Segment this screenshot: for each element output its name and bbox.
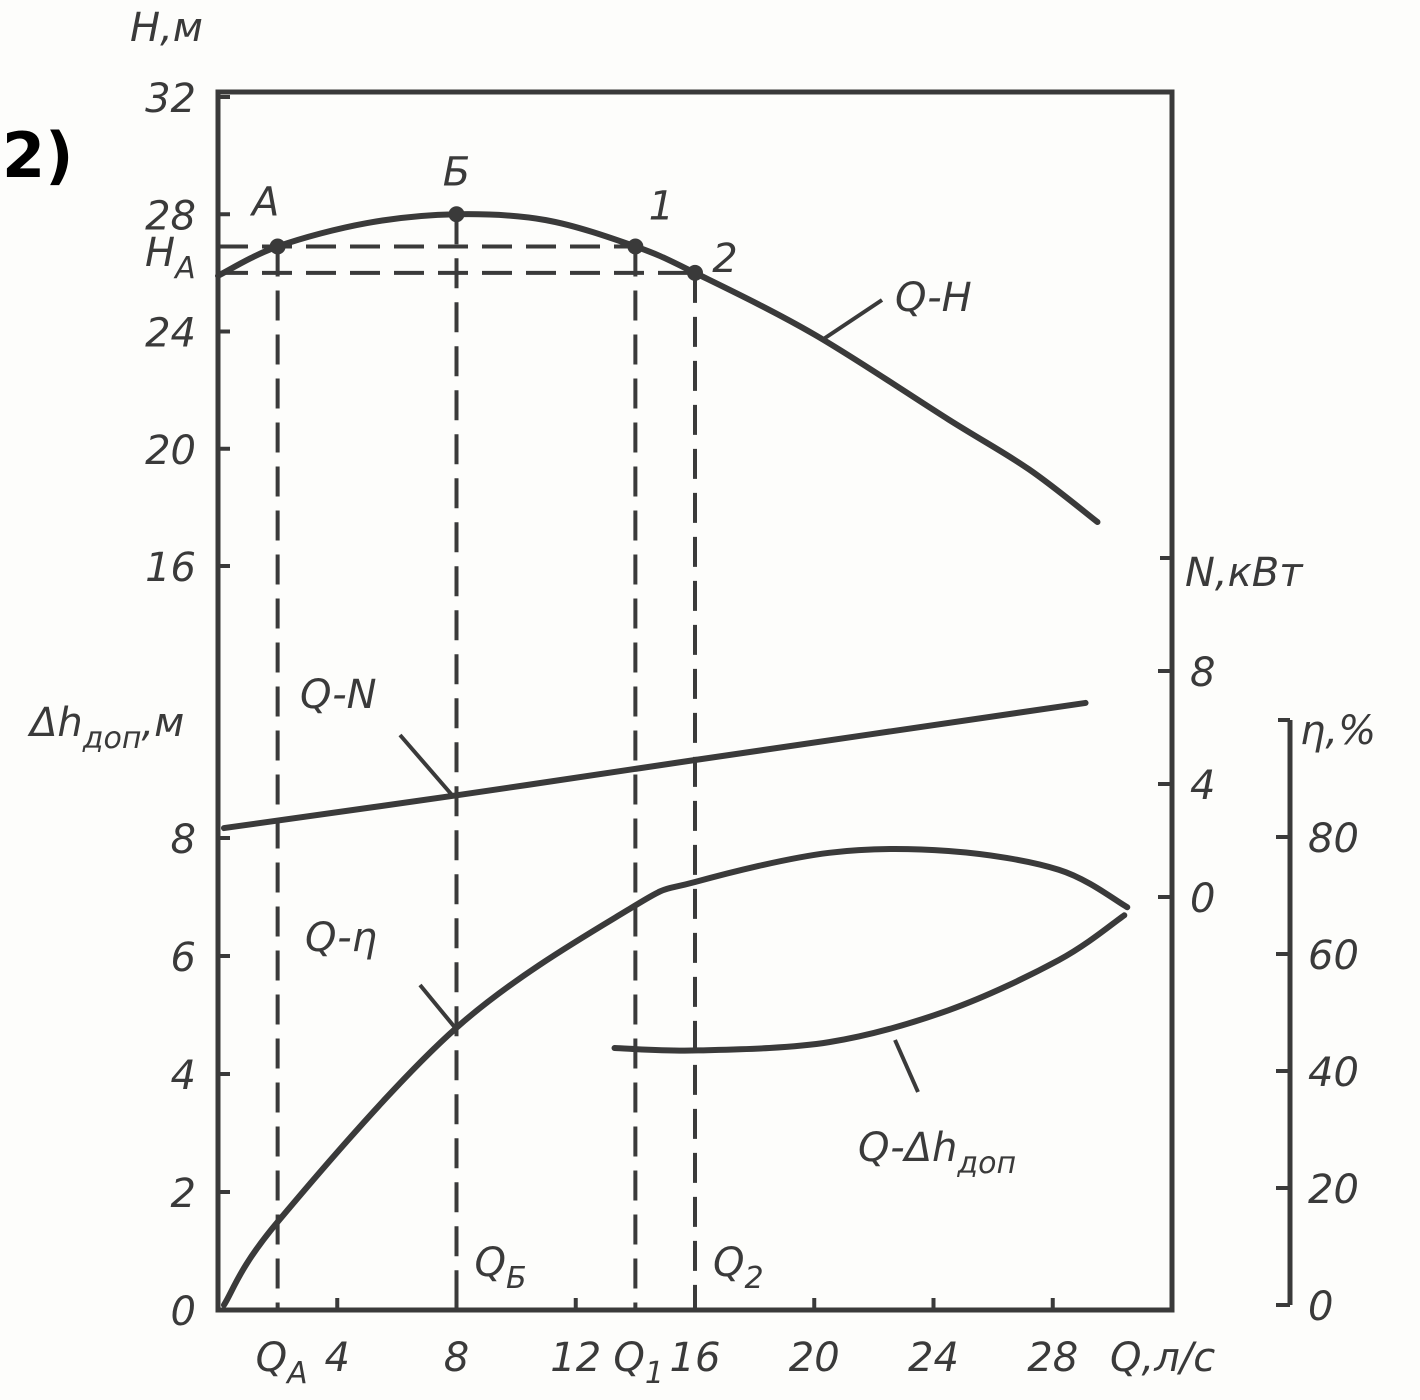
y-tick-label: 8 [171,817,196,863]
series-label-part: Q-η [305,915,377,961]
y-tick-label: 60 [1308,933,1359,979]
h-label-part: A [173,251,196,286]
point-label: A [249,179,279,225]
q-label-part: 1 [645,1356,664,1391]
series-label-part: Q-H [895,275,972,321]
q-label: Q2 [713,1240,764,1296]
q-label-part: Q [475,1240,506,1286]
point-label: 2 [712,236,737,282]
y-tick-label: 4 [171,1053,196,1099]
q-label: QБ [475,1240,527,1296]
q-label-part: A [285,1356,308,1391]
q-label: QA [256,1335,308,1391]
y-axis-label-part: Δh [27,700,83,746]
series-line [220,699,1089,832]
y-tick-label: 20 [145,428,196,474]
y-tick-label: 24 [145,311,196,357]
series-label-part: Q-N [300,672,377,718]
panel-label: 2) [2,119,73,192]
y-axis-label-part: H,м [130,5,203,51]
x-axis-label-part: Q,л/с [1110,1335,1215,1381]
series-label-part: Q-Δh [858,1125,957,1171]
series-label-part: доп [956,1146,1016,1181]
point-label: Б [443,149,470,195]
q-label-part: Q [713,1240,744,1286]
y-axis-label: η,% [1300,708,1376,754]
y-axis-label-part: доп [82,721,142,756]
point-label: 1 [649,183,674,229]
y-axis-label: N,кВт [1185,550,1304,596]
series-label: Q-η [305,915,377,961]
series-line [220,845,1131,1308]
y-tick-label: 8 [1190,650,1215,696]
y-tick-label: 0 [1190,876,1215,922]
leader-line [820,298,884,342]
y-tick-label: 2 [171,1171,196,1217]
y-tick-label: 4 [1190,763,1215,809]
y-axis-label: Δhдоп,м [27,700,184,756]
q-label-part: Q [613,1335,644,1381]
x-tick-label: 20 [789,1335,840,1381]
y-tick-label: 32 [145,76,196,122]
leader-line [398,733,454,797]
h-label: HA [145,230,196,286]
y-tick-label: 6 [171,935,196,981]
h-label-part: H [145,230,175,276]
y-axis-label: H,м [130,5,203,51]
y-tick-label: 28 [145,193,196,239]
y-axis-label-part: ,м [141,700,184,746]
y-tick-label: 0 [171,1289,196,1335]
y-axis-label-part: η,% [1300,708,1376,754]
x-tick-label: 12 [550,1335,601,1381]
y-tick-label: 80 [1308,816,1359,862]
y-tick-label: 20 [1308,1167,1359,1213]
y-axis-label-part: N,кВт [1185,550,1304,596]
x-tick-label: 24 [908,1335,959,1381]
x-tick-label: 16 [670,1335,721,1381]
series-line [215,211,1101,526]
leader-line [418,983,459,1032]
x-tick-label: 8 [444,1335,469,1381]
series-label: Q-N [300,672,377,718]
y-tick-label: 40 [1308,1050,1359,1096]
x-tick-label: 4 [325,1335,350,1381]
leader-line [893,1039,920,1093]
q-label-part: Q [256,1335,287,1381]
q-label-part: 2 [744,1261,763,1296]
q-label-part: Б [506,1261,527,1296]
series-label: Q-Δhдоп [858,1125,1016,1181]
series-line [611,912,1128,1054]
q-label: Q1 [613,1335,664,1391]
x-tick-label: 28 [1027,1335,1078,1381]
series-label: Q-H [895,275,972,321]
x-axis-label: Q,л/с [1110,1335,1215,1381]
y-tick-label: 0 [1308,1284,1333,1330]
y-tick-label: 16 [145,545,196,591]
